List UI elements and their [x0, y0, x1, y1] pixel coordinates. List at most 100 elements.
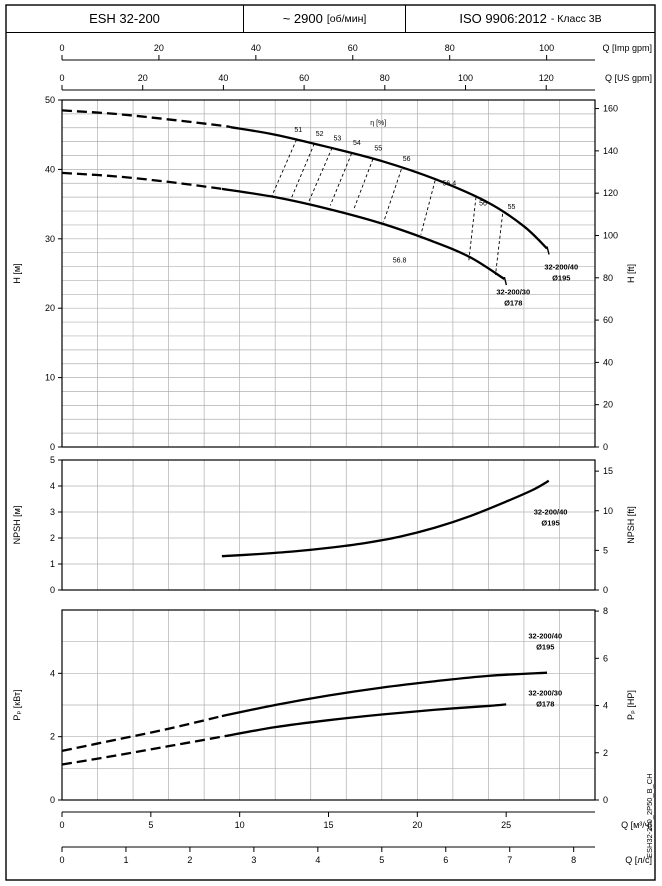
curve-label-line: 32-200/40 — [544, 262, 578, 271]
curve-label-line: Ø178 — [504, 298, 522, 307]
tick-label: 15 — [323, 820, 333, 830]
tick-label: 0 — [59, 820, 64, 830]
y-right-tick-label: 0 — [603, 585, 608, 595]
y-right-tick-label: 6 — [603, 653, 608, 663]
head-curve-1 — [221, 187, 506, 281]
y-left-tick-label: 30 — [45, 234, 55, 244]
top-q-scale-1: 0 20 40 60 80 100 Q [Imp gpm] — [59, 43, 652, 61]
tick-label: 4 — [315, 855, 320, 865]
y-left-axis-label: Pₚ [кВт] — [12, 689, 22, 720]
efficiency-label: 51 — [294, 127, 302, 134]
efficiency-line — [271, 139, 297, 197]
y-right-tick-label: 60 — [603, 315, 613, 325]
tick-label: 6 — [443, 855, 448, 865]
curve-label-line: 32-200/40 — [528, 632, 562, 641]
efficiency-label: 53 — [333, 135, 341, 142]
y-left-tick-label: 50 — [45, 95, 55, 105]
y-right-tick-label: 100 — [603, 230, 618, 240]
y-left-tick-label: 0 — [50, 442, 55, 452]
power-curve-1-dashed — [61, 734, 230, 766]
curve-label-line: Ø195 — [541, 519, 559, 528]
tick-label: 120 — [539, 73, 554, 83]
efficiency-line — [383, 169, 402, 223]
y-right-axis-label: NPSH [ft] — [626, 506, 636, 544]
curve-label: 32-200/30 Ø178 — [496, 287, 530, 307]
scale-unit-label: Q [л/с] — [625, 855, 652, 865]
y-right-axis-label: H [ft] — [626, 264, 636, 283]
tick-label: 60 — [348, 43, 358, 53]
curve-label: 32-200/30 Ø178 — [528, 689, 562, 709]
bottom-q-scale-2: 0 1 2 3 4 5 6 7 8 Q [л/с] — [59, 846, 652, 865]
header-bar: ESH 32-200 ~ 2900 [об/мин] ISO 9906:2012… — [6, 5, 655, 33]
curve-label: 32-200/40 Ø195 — [544, 262, 578, 282]
pump-model: ESH 32-200 — [89, 11, 160, 26]
tick-label: 10 — [235, 820, 245, 830]
curve-end-tick — [546, 246, 550, 255]
tick-label: 3 — [251, 855, 256, 865]
curve-label-line: Ø195 — [536, 643, 554, 652]
efficiency-line — [308, 147, 333, 202]
tick-label: 60 — [299, 73, 309, 83]
y-right-tick-label: 10 — [603, 506, 613, 516]
y-right-tick-label: 8 — [603, 606, 608, 616]
efficiency-line — [352, 158, 374, 211]
curve-label-line: 32-200/30 — [496, 287, 530, 296]
tick-label: 1 — [123, 855, 128, 865]
y-right-tick-label: 40 — [603, 357, 613, 367]
y-left-axis-label: H [м] — [12, 263, 22, 283]
head-curve-0-dashed — [61, 109, 232, 129]
tick-label: 20 — [412, 820, 422, 830]
y-left-tick-label: 4 — [50, 481, 55, 491]
tick-label: 7 — [507, 855, 512, 865]
curve-label: 32-200/40 Ø195 — [528, 632, 562, 652]
y-left-tick-label: 2 — [50, 732, 55, 742]
efficiency-label: 55 — [374, 146, 382, 153]
curve-label-line: 32-200/40 — [534, 508, 568, 517]
tick-label: 2 — [187, 855, 192, 865]
plot-border — [61, 459, 596, 591]
y-left-tick-label: 10 — [45, 373, 55, 383]
y-left-tick-label: 4 — [50, 668, 55, 678]
power-curve-0 — [221, 671, 548, 718]
top-q-scale-2: 0 20 40 60 80 100 120 Q [US gpm] — [59, 73, 652, 91]
tick-label: 0 — [59, 855, 64, 865]
y-right-tick-label: 20 — [603, 400, 613, 410]
y-left-tick-label: 5 — [50, 455, 55, 465]
y-left-tick-label: 20 — [45, 303, 55, 313]
y-right-tick-label: 15 — [603, 466, 613, 476]
scale-unit-label: Q [м³/ч] — [621, 820, 652, 830]
y-left-tick-label: 0 — [50, 795, 55, 805]
npsh-curve-0 — [221, 479, 550, 558]
y-right-tick-label: 0 — [603, 442, 608, 452]
y-right-tick-label: 80 — [603, 273, 613, 283]
tick-label: 40 — [251, 43, 261, 53]
curve-label: 32-200/40 Ø195 — [534, 508, 568, 528]
plot-border — [61, 609, 596, 801]
speed-unit: [об/мин] — [326, 12, 367, 25]
efficiency-label: 56 — [403, 156, 411, 163]
y-left-tick-label: 2 — [50, 533, 55, 543]
efficiency-label: 56 — [479, 200, 487, 207]
y-right-tick-label: 120 — [603, 188, 618, 198]
efficiency-line — [468, 197, 477, 261]
efficiency-line — [290, 143, 315, 199]
y-right-tick-label: 160 — [603, 104, 618, 114]
curve-label-line: Ø195 — [552, 273, 570, 282]
tick-label: 8 — [571, 855, 576, 865]
bottom-q-scale-1: 0 5 10 15 20 25 Q [м³/ч] — [59, 811, 652, 830]
standard-cell: ISO 9906:2012 - Класс 3В — [405, 5, 655, 32]
y-right-tick-label: 140 — [603, 146, 618, 156]
y-left-axis-label: NPSH [м] — [12, 506, 22, 545]
power-curve-0-dashed — [61, 714, 223, 753]
efficiency-label: 55 — [508, 204, 516, 211]
curve-end-tick — [503, 276, 508, 286]
efficiency-label: 52 — [316, 131, 324, 138]
y-right-tick-label: 5 — [603, 545, 608, 555]
y-left-tick-label: 0 — [50, 585, 55, 595]
efficiency-line — [420, 180, 436, 235]
y-right-tick-label: 4 — [603, 701, 608, 711]
plot-border — [61, 99, 596, 448]
efficiency-point-label: 56.8 — [393, 257, 407, 264]
